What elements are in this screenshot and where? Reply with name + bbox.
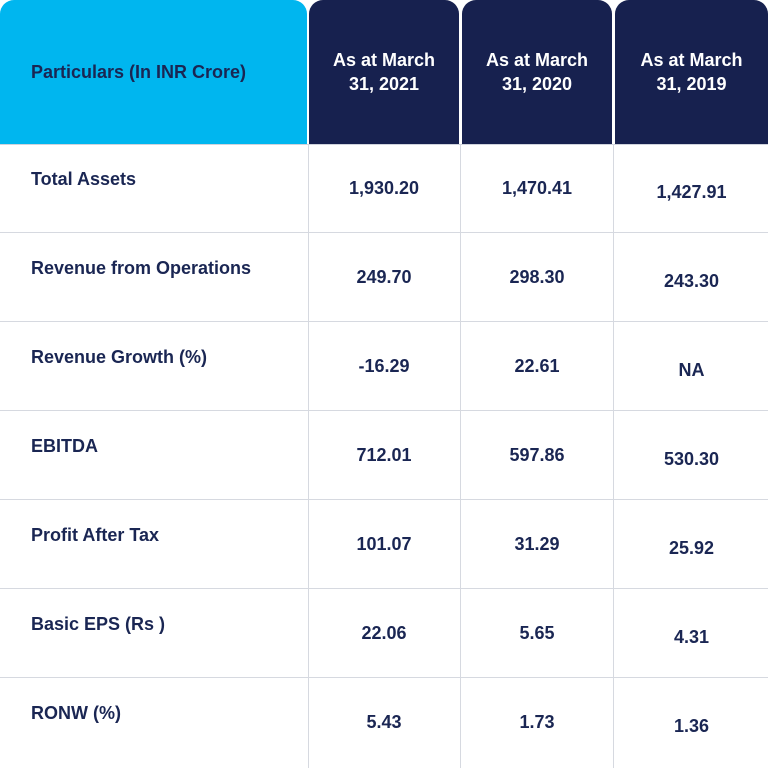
value-2021: 5.43 xyxy=(366,712,402,732)
header-2021: As at March 31, 2021 xyxy=(309,0,459,144)
row-label: Profit After Tax xyxy=(31,525,160,545)
value-2019: 1,427.91 xyxy=(656,182,727,202)
value-2021: -16.29 xyxy=(358,356,410,376)
row-label: Revenue Growth (%) xyxy=(31,347,208,367)
row-label: Basic EPS (Rs ) xyxy=(31,614,166,634)
value-2021: 712.01 xyxy=(356,445,412,465)
row-label: RONW (%) xyxy=(31,703,121,723)
value-2020: 1,470.41 xyxy=(501,178,573,198)
table-row-ebitda: EBITDA 712.01 597.86 530.30 xyxy=(0,412,768,500)
header-2020-label: As at March 31, 2020 xyxy=(485,50,589,94)
header-2020: As at March 31, 2020 xyxy=(462,0,612,144)
value-2019: 4.31 xyxy=(673,627,710,647)
value-2020: 22.61 xyxy=(514,356,560,376)
row-label: Revenue from Operations xyxy=(31,258,252,278)
column-divider xyxy=(308,144,309,768)
value-2021: 249.70 xyxy=(356,267,412,287)
header-particulars: Particulars (In INR Crore) xyxy=(0,0,307,144)
table-row-revenue-growth: Revenue Growth (%) -16.29 22.61 NA xyxy=(0,323,768,411)
column-divider xyxy=(613,144,614,768)
value-2020: 298.30 xyxy=(509,267,565,287)
value-2019: 1.36 xyxy=(673,716,710,736)
header-2021-label: As at March 31, 2021 xyxy=(332,50,436,94)
value-2021: 101.07 xyxy=(356,534,412,554)
header-particulars-label: Particulars (In INR Crore) xyxy=(31,61,247,82)
header-2019-label: As at March 31, 2019 xyxy=(640,50,743,94)
row-label: EBITDA xyxy=(31,436,98,456)
value-2019: NA xyxy=(678,360,705,380)
table-row-ronw: RONW (%) 5.43 1.73 1.36 xyxy=(0,679,768,767)
value-2019: 530.30 xyxy=(663,449,720,469)
table-row-profit-after-tax: Profit After Tax 101.07 31.29 25.92 xyxy=(0,501,768,589)
table-row-basic-eps: Basic EPS (Rs ) 22.06 5.65 4.31 xyxy=(0,590,768,678)
column-divider xyxy=(460,144,461,768)
table-row-revenue: Revenue from Operations 249.70 298.30 24… xyxy=(0,234,768,322)
value-2020: 1.73 xyxy=(519,712,555,732)
value-2020: 5.65 xyxy=(519,623,555,643)
value-2020: 597.86 xyxy=(509,445,565,465)
value-2019: 25.92 xyxy=(668,538,715,558)
value-2021: 1,930.20 xyxy=(348,178,420,198)
value-2021: 22.06 xyxy=(361,623,407,643)
value-2019: 243.30 xyxy=(663,271,720,291)
value-2020: 31.29 xyxy=(514,534,560,554)
table-body: Total Assets 1,930.20 1,470.41 1,427.91 … xyxy=(0,144,768,768)
header-2019: As at March 31, 2019 xyxy=(615,0,768,144)
table-row-total-assets: Total Assets 1,930.20 1,470.41 1,427.91 xyxy=(0,145,768,233)
row-label: Total Assets xyxy=(31,169,137,189)
